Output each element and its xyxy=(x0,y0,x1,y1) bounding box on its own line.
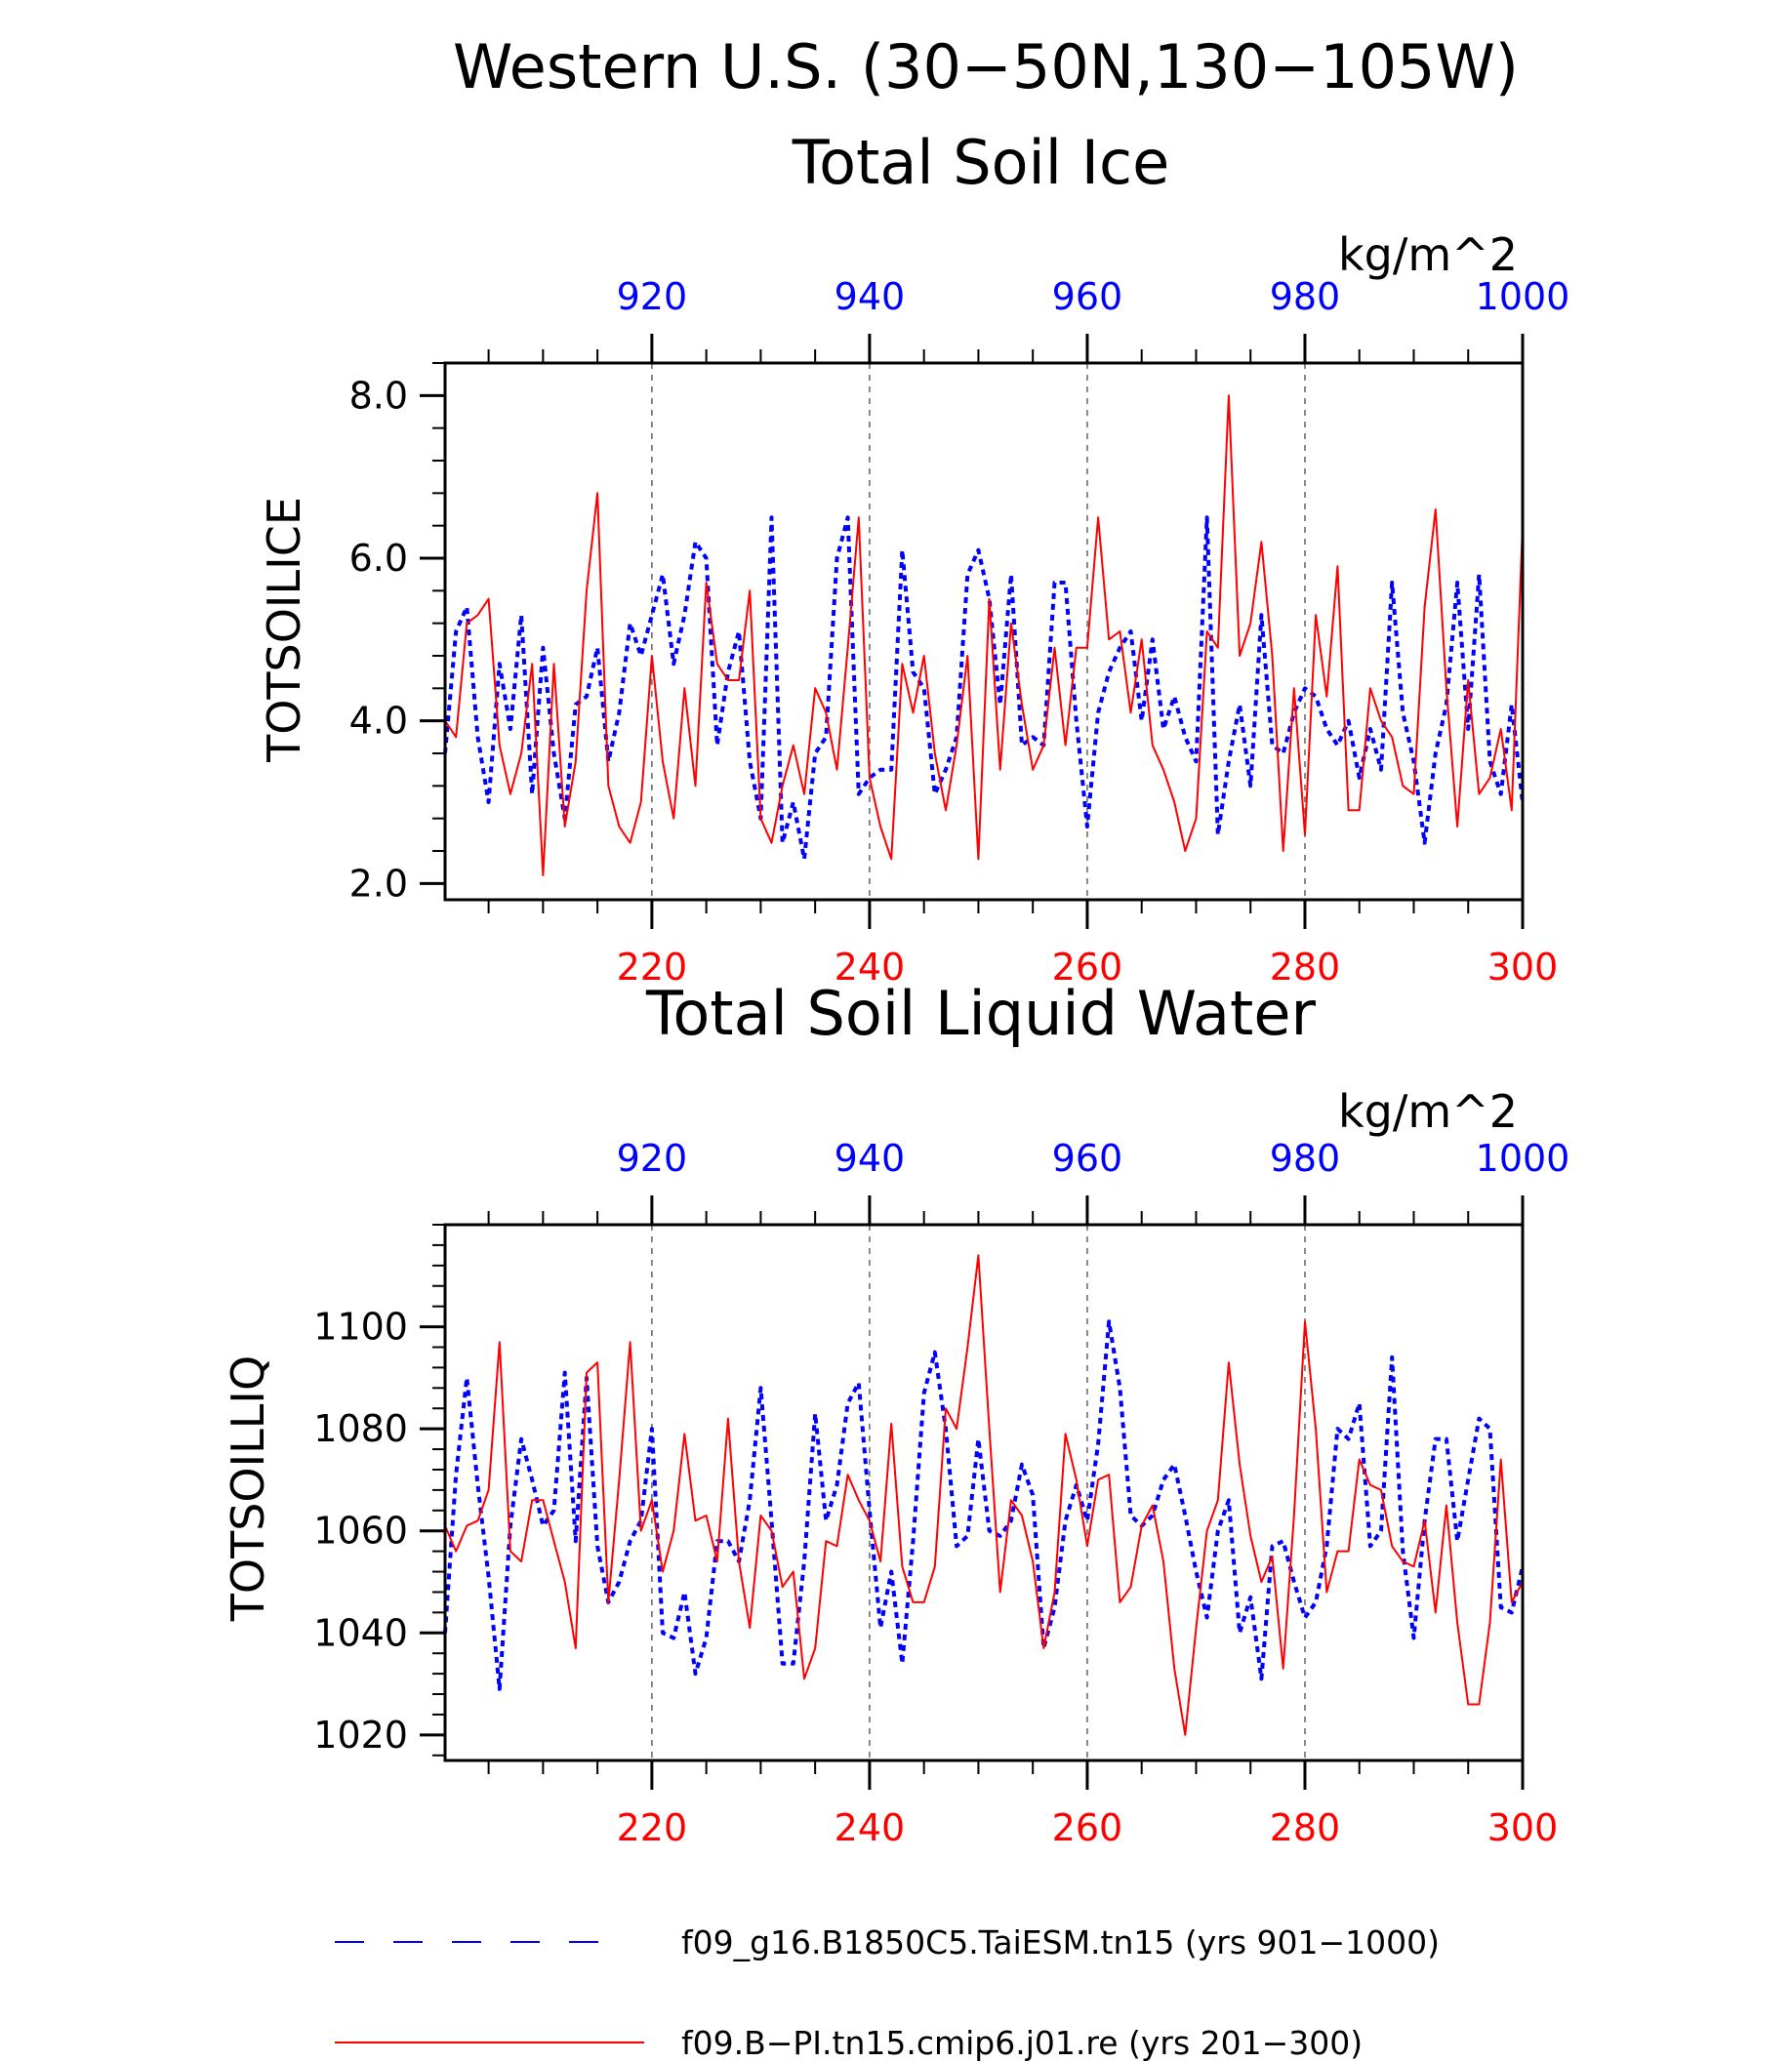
tick-labels: 220 240 260 280 300 920 940 960 980 1000 2.0 4.0 6.0… xyxy=(349,275,1570,989)
legend: f09_g16.B1850C5.TaiESM.tn15 (yrs 901−100… xyxy=(335,1923,1440,2062)
plot-frame xyxy=(443,1223,1525,1762)
legend-label-series-a: f09_g16.B1850C5.TaiESM.tn15 (yrs 901−100… xyxy=(681,1923,1440,1961)
axis-ticks xyxy=(420,1195,1525,1790)
x-tick-label-bottom: 260 xyxy=(1052,1806,1123,1849)
y-tick-label: 8.0 xyxy=(349,374,408,417)
tick-labels: 220 240 260 280 300 920 940 960 980 1000 1020 1040 1… xyxy=(313,1137,1569,1849)
y-tick-label: 2.0 xyxy=(349,862,408,905)
x-tick-label-bottom: 220 xyxy=(617,1806,688,1849)
unit-label: kg/m^2 xyxy=(1338,228,1518,281)
x-tick-label-top: 960 xyxy=(1052,1137,1123,1180)
plot-frame xyxy=(443,361,1525,902)
x-tick-label-top: 920 xyxy=(617,1137,688,1180)
x-tick-label-top: 920 xyxy=(617,275,688,318)
data-series xyxy=(443,1254,1525,1736)
panel-soil-liquid-water: Total Soil Liquid Water kg/m^2 TOTSOILLI… xyxy=(222,978,1569,1849)
series-line-cmip6 xyxy=(444,1254,1524,1736)
y-axis-label: TOTSOILICE xyxy=(258,497,310,763)
x-tick-label-bottom: 300 xyxy=(1487,946,1559,989)
axis-ticks xyxy=(420,334,1525,929)
x-tick-label-bottom: 240 xyxy=(835,1806,906,1849)
y-tick-label: 1040 xyxy=(313,1611,408,1654)
y-axis-label: TOTSOILLIQ xyxy=(222,1355,274,1622)
grid-lines xyxy=(651,1225,1306,1760)
y-tick-label: 4.0 xyxy=(349,700,408,743)
x-tick-label-top: 940 xyxy=(835,275,906,318)
y-tick-label: 1020 xyxy=(313,1714,408,1757)
x-tick-label-bottom: 280 xyxy=(1270,1806,1341,1849)
x-tick-label-top: 980 xyxy=(1270,275,1341,318)
figure-title: Western U.S. (30−50N,130−105W) xyxy=(453,31,1519,102)
panel-title: Total Soil Ice xyxy=(792,127,1169,198)
x-tick-label-top: 1000 xyxy=(1476,1137,1570,1180)
x-tick-label-top: 980 xyxy=(1270,1137,1341,1180)
series-line-taiesm xyxy=(443,1319,1525,1691)
data-series xyxy=(443,394,1525,876)
y-tick-label: 1100 xyxy=(313,1306,408,1349)
x-tick-label-top: 960 xyxy=(1052,275,1123,318)
panel-soil-ice: Total Soil Ice kg/m^2 TOTSOILICE 220 240 2… xyxy=(258,127,1569,989)
panel-title: Total Soil Liquid Water xyxy=(645,978,1316,1049)
x-tick-label-bottom: 240 xyxy=(835,946,906,989)
x-tick-label-bottom: 220 xyxy=(617,946,688,989)
x-tick-label-bottom: 260 xyxy=(1052,946,1123,989)
unit-label: kg/m^2 xyxy=(1338,1085,1518,1138)
y-tick-label: 6.0 xyxy=(349,537,408,580)
x-tick-label-top: 940 xyxy=(835,1137,906,1180)
x-tick-label-bottom: 280 xyxy=(1270,946,1341,989)
y-tick-label: 1060 xyxy=(313,1510,408,1553)
x-tick-label-top: 1000 xyxy=(1476,275,1570,318)
x-tick-label-bottom: 300 xyxy=(1487,1806,1559,1849)
series-line-taiesm xyxy=(443,515,1525,862)
legend-label-series-b: f09.B−PI.tn15.cmip6.j01.re (yrs 201−300) xyxy=(681,2024,1363,2062)
grid-lines xyxy=(651,363,1306,900)
y-tick-label: 1080 xyxy=(313,1407,408,1450)
series-line-cmip6 xyxy=(444,394,1524,876)
